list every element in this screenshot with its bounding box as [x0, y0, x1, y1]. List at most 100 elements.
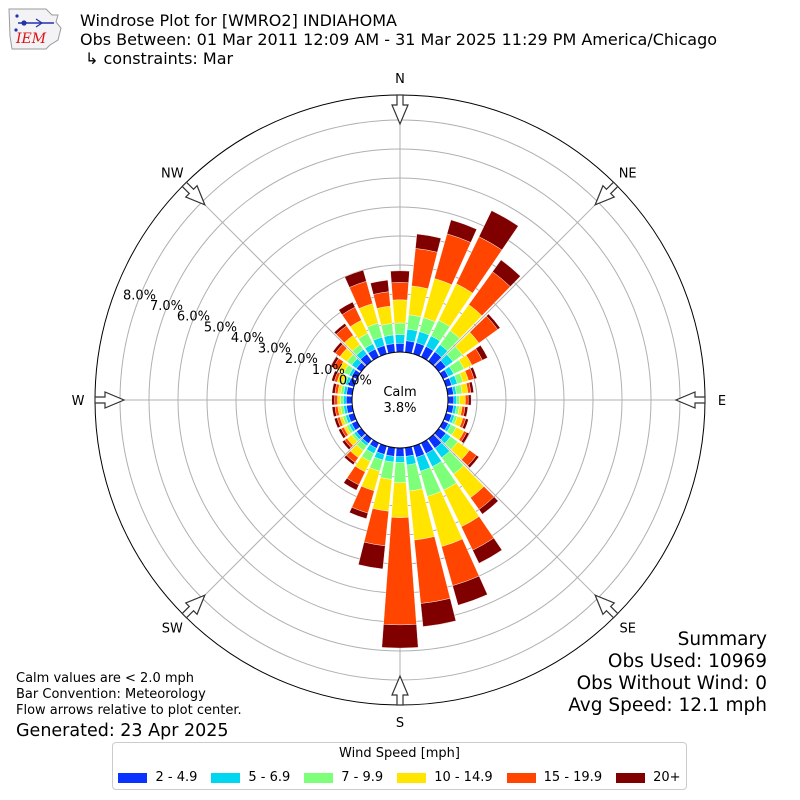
windrose-bar-segment — [478, 210, 519, 251]
windrose-bar-segment — [456, 395, 460, 405]
windrose-bar-segment — [392, 299, 408, 324]
title-line-2: Obs Between: 01 Mar 2011 12:09 AM - 31 M… — [80, 30, 718, 49]
windrose-bar-segment — [406, 314, 422, 332]
flow-arrow-icon — [391, 674, 409, 706]
windrose-bar-segment — [405, 328, 418, 343]
calm-circle — [351, 351, 449, 449]
windrose-bar-segment — [333, 323, 347, 335]
flow-arrow-icon — [94, 391, 126, 409]
windrose-bar-segment — [467, 394, 472, 406]
grid-spoke — [183, 183, 367, 367]
legend-swatch — [304, 772, 334, 783]
windrose-bar-segment — [463, 406, 469, 417]
legend: Wind Speed [mph] 2 - 4.9 5 - 6.9 7 - 9.9… — [112, 742, 687, 790]
windrose-bar-segment — [468, 381, 474, 394]
grid-spoke — [183, 433, 367, 617]
radial-tick-label: 8.0% — [123, 288, 156, 303]
windrose-bar-segment — [345, 395, 353, 405]
chart-title: Windrose Plot for [WMRO2] INDIAHOMA Obs … — [80, 11, 717, 68]
windrose-bar-segment — [446, 219, 478, 243]
windrose-bar-segment — [340, 395, 344, 405]
compass-label: NW — [161, 166, 184, 181]
windrose-bar-segment — [331, 370, 338, 382]
windrose-bar-segment — [390, 270, 410, 283]
radial-tick-label: 7.0% — [150, 299, 183, 314]
compass-label: S — [396, 716, 404, 731]
windrose-bar-segment — [393, 462, 407, 484]
summary-block: Summary Obs Used: 10969 Obs Without Wind… — [568, 629, 767, 717]
windrose-bar-segment — [331, 383, 337, 394]
flow-arrow-icon — [181, 181, 206, 206]
windrose-bar-segment — [462, 418, 469, 430]
windrose-bar-segment — [338, 428, 347, 439]
generated-date: Generated: 23 Apr 2025 — [16, 721, 229, 741]
logo-text: IEM — [15, 31, 47, 47]
windrose-bar-segment — [343, 395, 347, 405]
compass-label: E — [718, 394, 726, 409]
summary-heading: Summary — [677, 629, 767, 650]
compass-label: NE — [619, 166, 637, 181]
legend-item: 10 - 14.9 — [397, 770, 493, 785]
windrose-bar-segment — [478, 496, 499, 515]
legend-items: 2 - 4.9 5 - 6.9 7 - 9.9 10 - 14.9 15 - 1… — [113, 770, 686, 785]
flow-arrow-icon — [391, 94, 409, 126]
radial-tick-label: 6.0% — [177, 310, 210, 325]
windrose-bar-segment — [331, 394, 335, 406]
radial-tick-label: 5.0% — [204, 320, 237, 335]
legend-swatch — [506, 772, 536, 783]
windrose-bar-segment — [469, 366, 478, 380]
windrose-bar-segment — [475, 345, 488, 361]
windrose-bar-segment — [344, 454, 356, 466]
compass-label: SW — [162, 622, 183, 637]
legend-item: 15 - 19.9 — [506, 770, 602, 785]
legend-label: 7 - 9.9 — [341, 770, 384, 785]
windrose-bar-segment — [341, 439, 352, 450]
summary-avg-speed: Avg Speed: 12.1 mph — [568, 695, 767, 716]
windrose-bar-segment — [332, 341, 344, 354]
windrose-bar-segment — [380, 323, 394, 337]
radial-tick-label: 4.0% — [231, 331, 264, 346]
legend-label: 2 - 4.9 — [155, 770, 198, 785]
grid-spoke — [433, 183, 617, 367]
windrose-bar-segment — [337, 395, 341, 405]
windrose-bar-segment — [486, 313, 501, 330]
compass-label: W — [72, 394, 85, 409]
windrose-bar-segment — [383, 517, 417, 626]
summary-obs-used: Obs Used: 10969 — [607, 651, 767, 672]
windrose-bars — [330, 210, 521, 649]
windrose-bar-segment — [338, 301, 356, 316]
windrose-bar-segment — [453, 395, 457, 405]
windrose-bar-segment — [394, 322, 406, 335]
flow-arrow-icon — [594, 594, 619, 619]
windrose-bar-segment — [330, 356, 339, 369]
windrose-bar-segment — [420, 598, 457, 627]
legend-label: 5 - 6.9 — [248, 770, 291, 785]
windrose-bar-segment — [492, 259, 521, 287]
legend-swatch — [397, 772, 427, 783]
windrose-bar-segment — [380, 460, 394, 480]
windrose-bar-segment — [358, 541, 386, 570]
calm-value: 3.8% — [383, 401, 416, 416]
windrose-bar-segment — [461, 431, 470, 444]
title-line-1: Windrose Plot for [WMRO2] INDIAHOMA — [80, 11, 397, 30]
windrose-bar-segment — [381, 624, 419, 649]
windrose-bar-segment — [459, 394, 466, 406]
windrose-bar-segment — [447, 395, 455, 405]
legend-item: 5 - 6.9 — [211, 770, 290, 785]
windrose-bar-segment — [349, 507, 369, 519]
legend-label: 10 - 14.9 — [434, 770, 493, 785]
legend-title: Wind Speed [mph] — [339, 746, 460, 761]
calm-label: Calm — [383, 385, 416, 400]
legend-item: 7 - 9.9 — [304, 770, 383, 785]
windrose-bar-segment — [343, 477, 360, 491]
flow-arrow-icon — [594, 181, 619, 206]
flow-note: Flow arrows relative to plot center. — [16, 703, 242, 718]
radial-tick-label: 0.0% — [339, 373, 372, 388]
legend-label: 20+ — [653, 770, 681, 785]
windrose-bar-segment — [344, 269, 367, 288]
calm-note: Calm values are < 2.0 mph — [16, 671, 195, 686]
legend-item: 20+ — [616, 770, 681, 785]
windrose-bar-segment — [331, 406, 337, 417]
